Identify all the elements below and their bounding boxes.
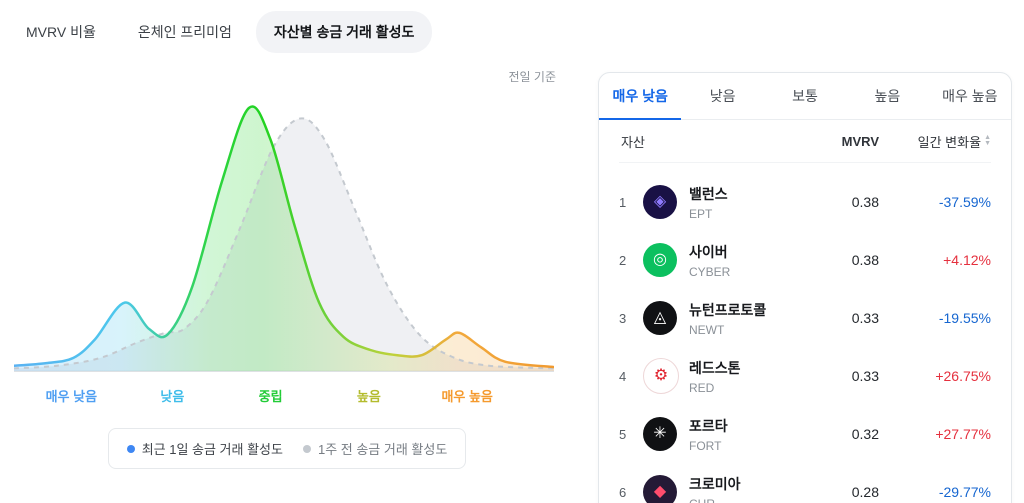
column-header-asset: 자산 bbox=[621, 134, 645, 150]
rank-number: 6 bbox=[619, 484, 627, 500]
table-header: 자산 MVRV 일간 변화율 ▲ ▼ bbox=[619, 120, 991, 163]
daily-change-value: -19.55% bbox=[938, 310, 991, 326]
sort-icon[interactable]: ▲ ▼ bbox=[984, 134, 991, 147]
daily-change-value: +27.77% bbox=[935, 426, 991, 442]
top-tab[interactable]: 자산별 송금 거래 활성도 bbox=[255, 11, 433, 53]
coin-ticker: NEWT bbox=[689, 322, 725, 337]
level-tab[interactable]: 매우 높음 bbox=[942, 87, 998, 104]
coin-ticker: CHR bbox=[689, 497, 807, 503]
table-row[interactable]: 6 ◆ 크로미아 CHR 0.28 -29.77% bbox=[619, 463, 991, 503]
level-tab[interactable]: 매우 낮음 bbox=[599, 73, 682, 120]
table-row[interactable]: 2 ◎ 사이버 CYBER 0.38 +4.12% bbox=[619, 231, 991, 289]
table-row[interactable]: 4 ⚙ 레드스톤 RED 0.33 +26.75% bbox=[619, 347, 991, 405]
sort-up-arrow: ▲ bbox=[984, 134, 991, 142]
chart-note: 전일 기준 bbox=[508, 70, 557, 84]
top-tab[interactable]: MVRV 비율 bbox=[26, 24, 96, 40]
sort-down-arrow: ▼ bbox=[984, 140, 991, 147]
legend-box: 최근 1일 송금 거래 활성도 1주 전 송금 거래 활성도 bbox=[107, 428, 467, 469]
table-row[interactable]: 3 ◬ 뉴턴프로토콜 NEWT 0.33 -19.55% bbox=[619, 289, 991, 347]
column-header-mvrv: MVRV bbox=[841, 133, 879, 149]
top-tabs: MVRV 비율 온체인 프리미엄 자산별 송금 거래 활성도 bbox=[8, 11, 433, 53]
x-axis-label: 낮음 bbox=[160, 389, 185, 404]
coin-name: 포르타 bbox=[689, 417, 728, 434]
column-header-change-label: 일간 변화율 bbox=[917, 134, 982, 150]
rank-number: 4 bbox=[619, 368, 627, 384]
asset-table: 자산 MVRV 일간 변화율 ▲ ▼ 1 ◈ 밸런스 EPT 0.38 -37.59% 2 ◎… bbox=[599, 120, 1011, 503]
column-header-change[interactable]: 일간 변화율 ▲ ▼ bbox=[879, 132, 991, 151]
coin-ticker: CYBER bbox=[689, 264, 731, 279]
mvrv-value: 0.38 bbox=[851, 194, 879, 210]
x-axis-label: 매우 낮음 bbox=[45, 389, 98, 404]
level-tabs: 매우 낮음 낮음 보통 높음 매우 높음 bbox=[599, 73, 1011, 120]
legend-label: 최근 1일 송금 거래 활성도 bbox=[141, 442, 283, 457]
asset-panel: 매우 낮음 낮음 보통 높음 매우 높음 자산 MVRV 일간 변화율 ▲ ▼ 1 ◈ 밸런… bbox=[598, 72, 1012, 503]
coin-logo-icon: ◬ bbox=[643, 301, 677, 335]
coin-logo-icon: ⚙ bbox=[643, 358, 679, 394]
table-row[interactable]: 5 ✳ 포르타 FORT 0.32 +27.77% bbox=[619, 405, 991, 463]
level-tab[interactable]: 높음 bbox=[874, 87, 901, 104]
coin-logo-icon: ◈ bbox=[643, 185, 677, 219]
mvrv-value: 0.33 bbox=[851, 310, 879, 326]
legend-dot-icon bbox=[126, 444, 135, 453]
coin-logo-icon: ✳ bbox=[643, 417, 677, 451]
coin-name: 레드스톤 bbox=[689, 359, 741, 376]
x-axis-label: 높음 bbox=[356, 389, 381, 404]
coin-name: 크로미아 bbox=[689, 475, 741, 492]
daily-change-value: -29.77% bbox=[938, 484, 991, 500]
daily-change-value: -37.59% bbox=[938, 194, 991, 210]
mvrv-value: 0.28 bbox=[851, 484, 879, 500]
x-axis-label: 중립 bbox=[258, 389, 283, 404]
transfer-activity-chart: 전일 기준 매우 낮음 낮음 중립 높음 매우 높음 최근 1일 송금 거래 활성도 1주… bbox=[14, 68, 560, 469]
rank-number: 1 bbox=[619, 194, 627, 210]
coin-name: 밸런스 bbox=[689, 185, 728, 202]
legend-label: 1주 전 송금 거래 활성도 bbox=[317, 442, 448, 457]
rank-number: 5 bbox=[619, 426, 627, 442]
coin-ticker: EPT bbox=[689, 206, 713, 221]
distribution-chart bbox=[14, 105, 554, 372]
rank-number: 3 bbox=[619, 310, 627, 326]
level-tab[interactable]: 낮음 bbox=[709, 87, 736, 104]
legend: 최근 1일 송금 거래 활성도 1주 전 송금 거래 활성도 bbox=[14, 428, 560, 469]
x-axis-labels: 매우 낮음 낮음 중립 높음 매우 높음 bbox=[14, 386, 560, 406]
daily-change-value: +4.12% bbox=[943, 252, 991, 268]
legend-item[interactable]: 최근 1일 송금 거래 활성도 bbox=[126, 439, 283, 458]
coin-ticker: RED bbox=[689, 380, 715, 395]
coin-ticker: FORT bbox=[689, 438, 722, 453]
mvrv-value: 0.33 bbox=[851, 368, 879, 384]
legend-item[interactable]: 1주 전 송금 거래 활성도 bbox=[302, 439, 448, 458]
daily-change-value: +26.75% bbox=[935, 368, 991, 384]
level-tab[interactable]: 보통 bbox=[792, 87, 818, 104]
mvrv-value: 0.38 bbox=[851, 252, 879, 268]
coin-name: 뉴턴프로토콜 bbox=[689, 301, 767, 318]
coin-name: 사이버 bbox=[689, 243, 728, 260]
legend-dot-icon bbox=[302, 444, 311, 453]
table-body: 1 ◈ 밸런스 EPT 0.38 -37.59% 2 ◎ 사이버 CYBER 0.38 +4.12% 3… bbox=[619, 163, 991, 503]
mvrv-value: 0.32 bbox=[851, 426, 879, 442]
coin-logo-icon: ◎ bbox=[643, 243, 677, 277]
rank-number: 2 bbox=[619, 252, 627, 268]
coin-logo-icon: ◆ bbox=[643, 475, 677, 503]
top-tab[interactable]: 온체인 프리미엄 bbox=[137, 24, 232, 40]
table-row[interactable]: 1 ◈ 밸런스 EPT 0.38 -37.59% bbox=[619, 173, 991, 231]
x-axis-label: 매우 높음 bbox=[441, 389, 493, 404]
